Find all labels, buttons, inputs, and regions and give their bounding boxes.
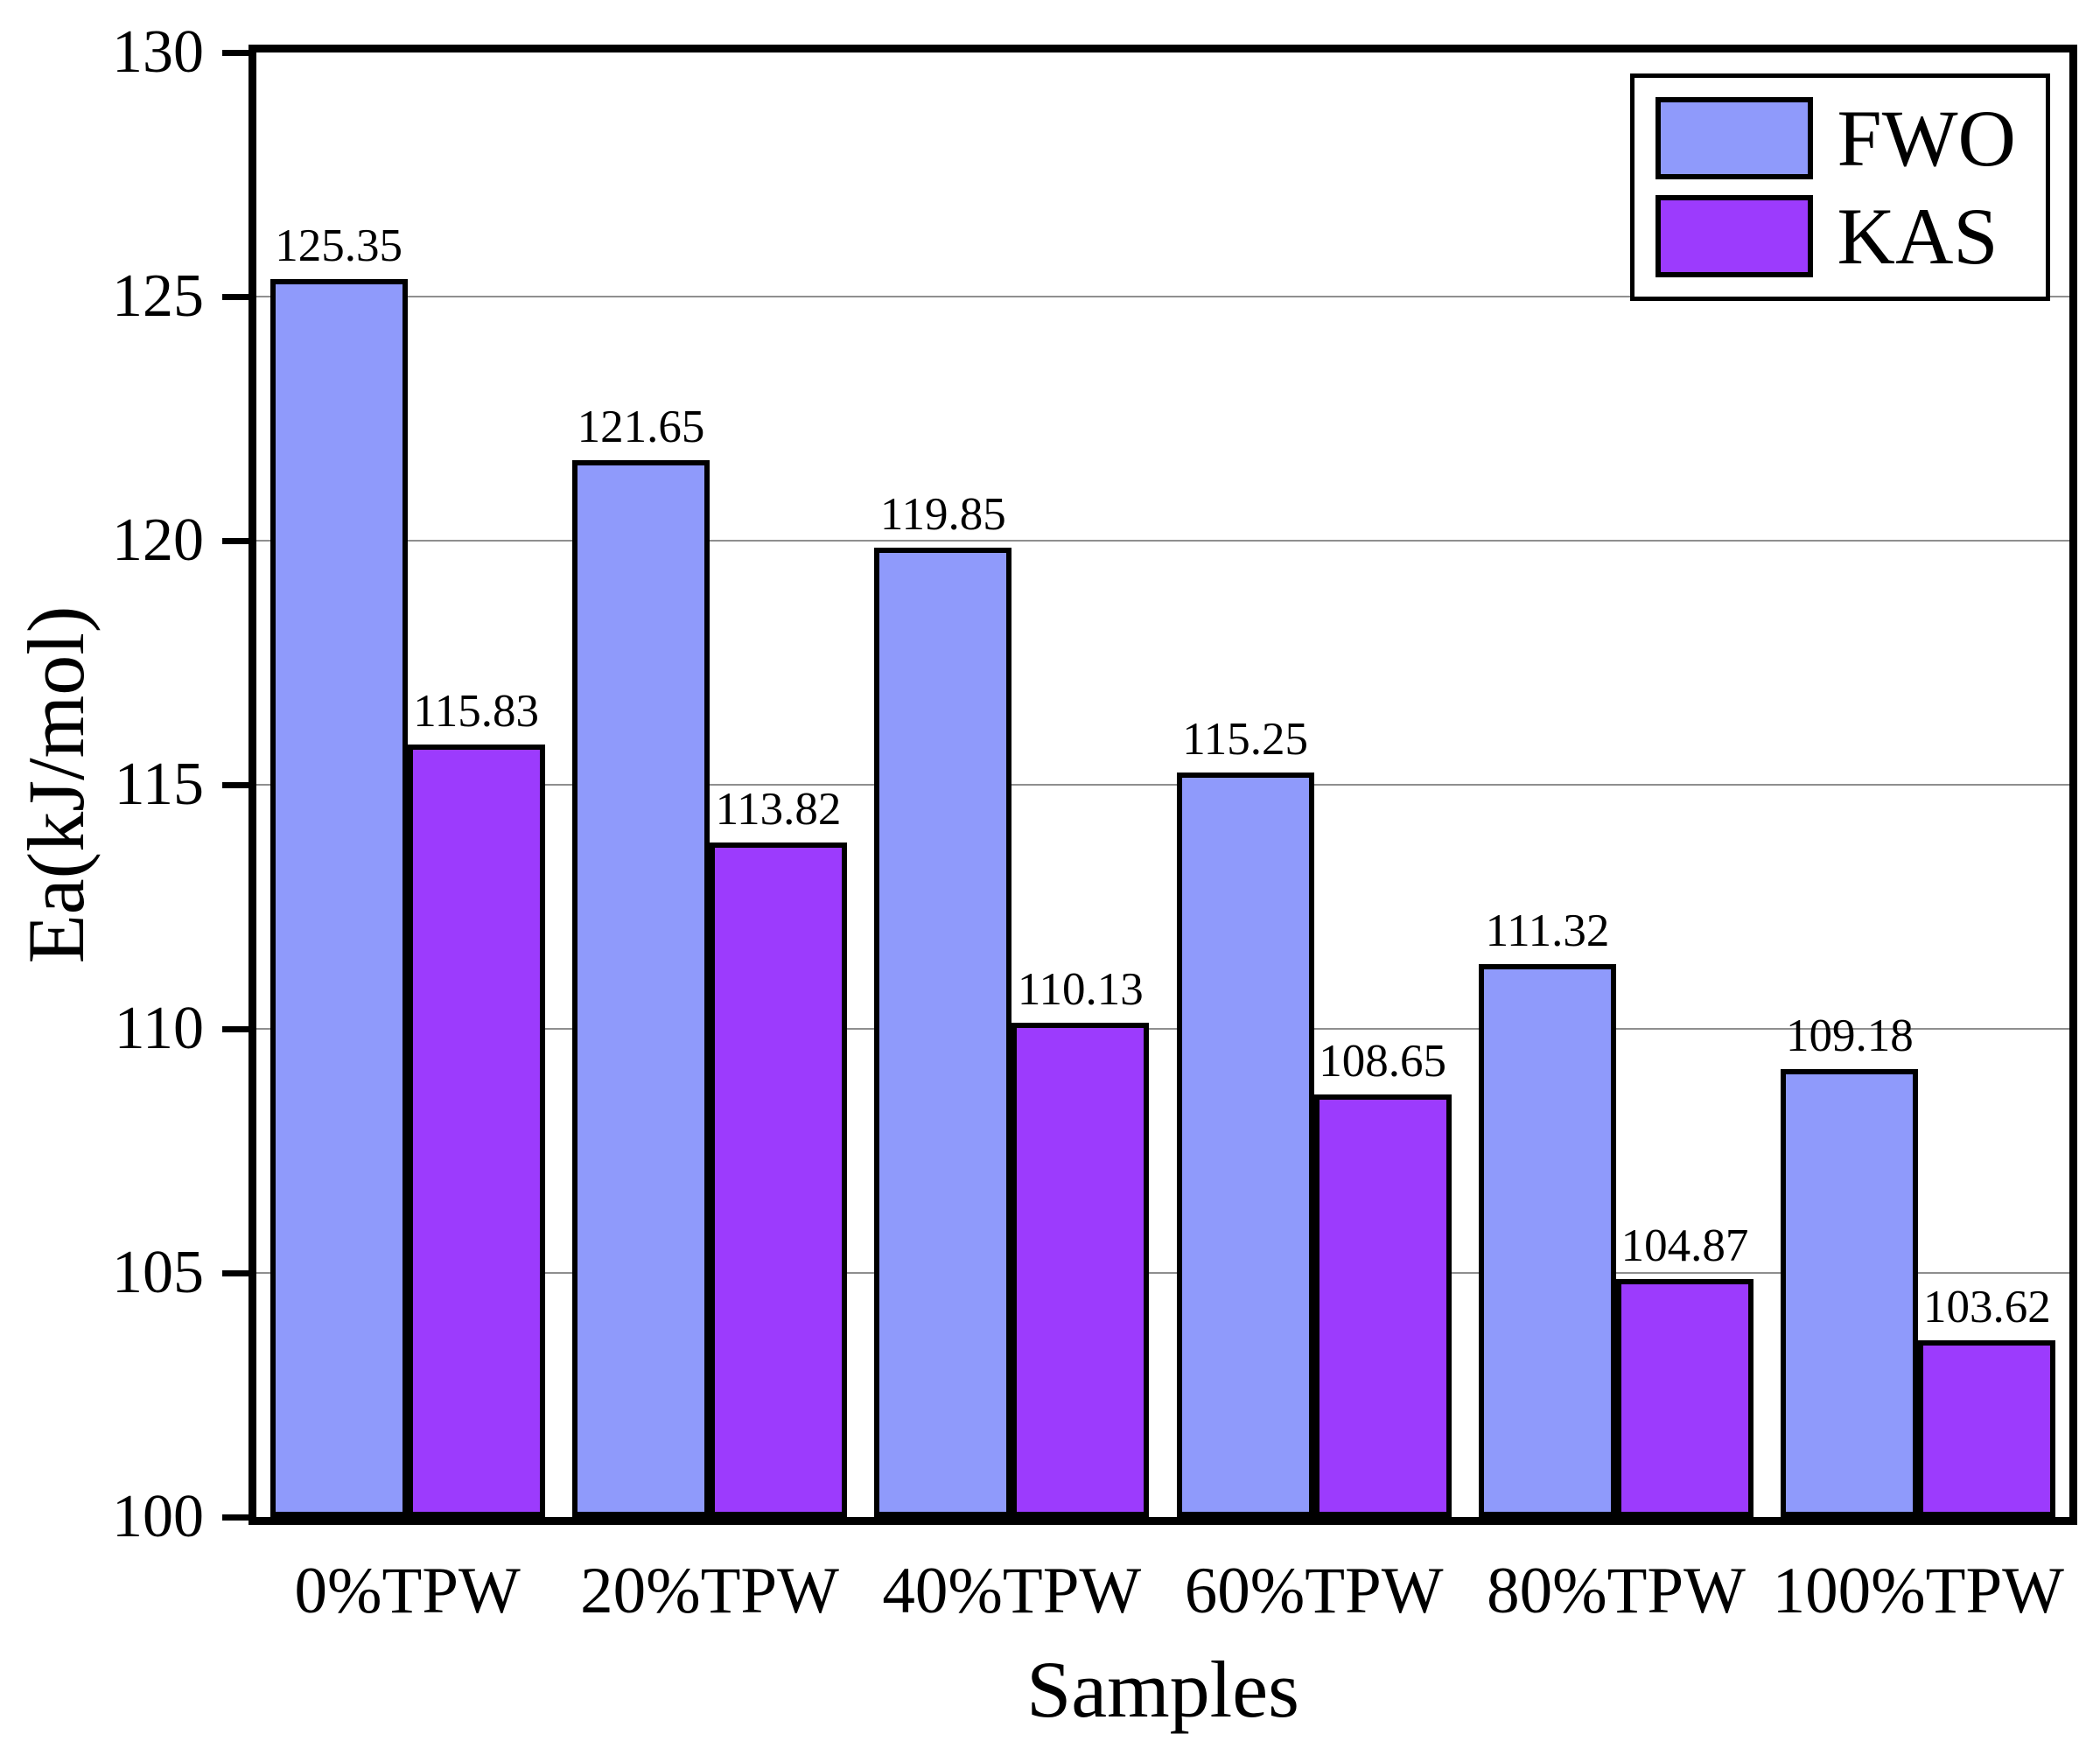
y-tick-mark-115 (222, 781, 248, 788)
x-tick-label-60%TPW: 60%TPW (1184, 1555, 1444, 1627)
value-label-fwo-100%TPW: 109.18 (1785, 1010, 1914, 1061)
y-tick-label-125: 125 (112, 262, 204, 330)
bar-kas-20%TPW (710, 842, 847, 1517)
gridline-105 (256, 1272, 2069, 1274)
y-tick-mark-105 (222, 1269, 248, 1276)
y-tick-label-100: 100 (112, 1483, 204, 1550)
y-tick-mark-125 (222, 293, 248, 300)
x-tick-label-80%TPW: 80%TPW (1487, 1555, 1746, 1627)
bar-kas-0%TPW (407, 744, 545, 1517)
bar-fwo-0%TPW (270, 279, 408, 1517)
x-tick-label-100%TPW: 100%TPW (1772, 1555, 2064, 1627)
value-label-kas-60%TPW: 108.65 (1319, 1036, 1447, 1087)
legend-item-fwo: FWO (1655, 94, 2016, 183)
value-label-kas-20%TPW: 113.82 (715, 783, 842, 835)
bar-kas-40%TPW (1012, 1022, 1150, 1517)
gridline-110 (256, 1028, 2069, 1030)
value-label-fwo-40%TPW: 119.85 (879, 489, 1006, 541)
y-tick-label-115: 115 (114, 751, 204, 818)
y-tick-label-105: 105 (112, 1239, 204, 1306)
gridline-115 (256, 784, 2069, 786)
bar-kas-100%TPW (1918, 1340, 2056, 1517)
gridline-125 (256, 296, 2069, 297)
y-tick-label-120: 120 (112, 507, 204, 574)
bar-fwo-100%TPW (1781, 1068, 1919, 1517)
value-label-fwo-0%TPW: 125.35 (275, 220, 403, 272)
y-tick-mark-110 (222, 1025, 248, 1032)
y-tick-mark-100 (222, 1514, 248, 1521)
value-label-fwo-80%TPW: 111.32 (1485, 905, 1610, 957)
legend-label-kas: KAS (1837, 192, 1998, 281)
value-label-kas-80%TPW: 104.87 (1620, 1220, 1749, 1272)
gridline-120 (256, 540, 2069, 542)
x-axis-title: Samples (1026, 1645, 1299, 1734)
bar-fwo-40%TPW (874, 548, 1012, 1517)
value-label-fwo-60%TPW: 115.25 (1182, 714, 1309, 766)
x-tick-label-20%TPW: 20%TPW (580, 1555, 839, 1627)
y-tick-mark-130 (222, 49, 248, 56)
y-tick-mark-120 (222, 537, 248, 544)
plot-area: 100 105 110 115 120 125 130 125.35 115.83 121.65… (112, 20, 2077, 1626)
legend-item-kas: KAS (1655, 192, 2016, 281)
x-tick-label-0%TPW: 0%TPW (294, 1555, 521, 1627)
bar-fwo-80%TPW (1479, 964, 1616, 1517)
bar-fwo-20%TPW (572, 459, 710, 1517)
bar-kas-80%TPW (1616, 1279, 1754, 1517)
bar-fwo-60%TPW (1176, 773, 1314, 1517)
value-label-kas-0%TPW: 115.83 (413, 685, 540, 737)
legend-swatch-kas (1655, 195, 1813, 277)
bar-kas-60%TPW (1313, 1094, 1452, 1517)
value-label-kas-40%TPW: 110.13 (1017, 963, 1144, 1015)
value-label-kas-100%TPW: 103.62 (1922, 1282, 2051, 1333)
legend-label-fwo: FWO (1837, 94, 2016, 183)
legend: FWO KAS (1629, 73, 2050, 301)
y-tick-label-130: 130 (112, 18, 204, 86)
value-label-fwo-20%TPW: 121.65 (577, 401, 705, 452)
x-tick-label-40%TPW: 40%TPW (882, 1555, 1142, 1627)
y-tick-label-110: 110 (114, 995, 204, 1062)
legend-swatch-fwo (1655, 97, 1813, 179)
